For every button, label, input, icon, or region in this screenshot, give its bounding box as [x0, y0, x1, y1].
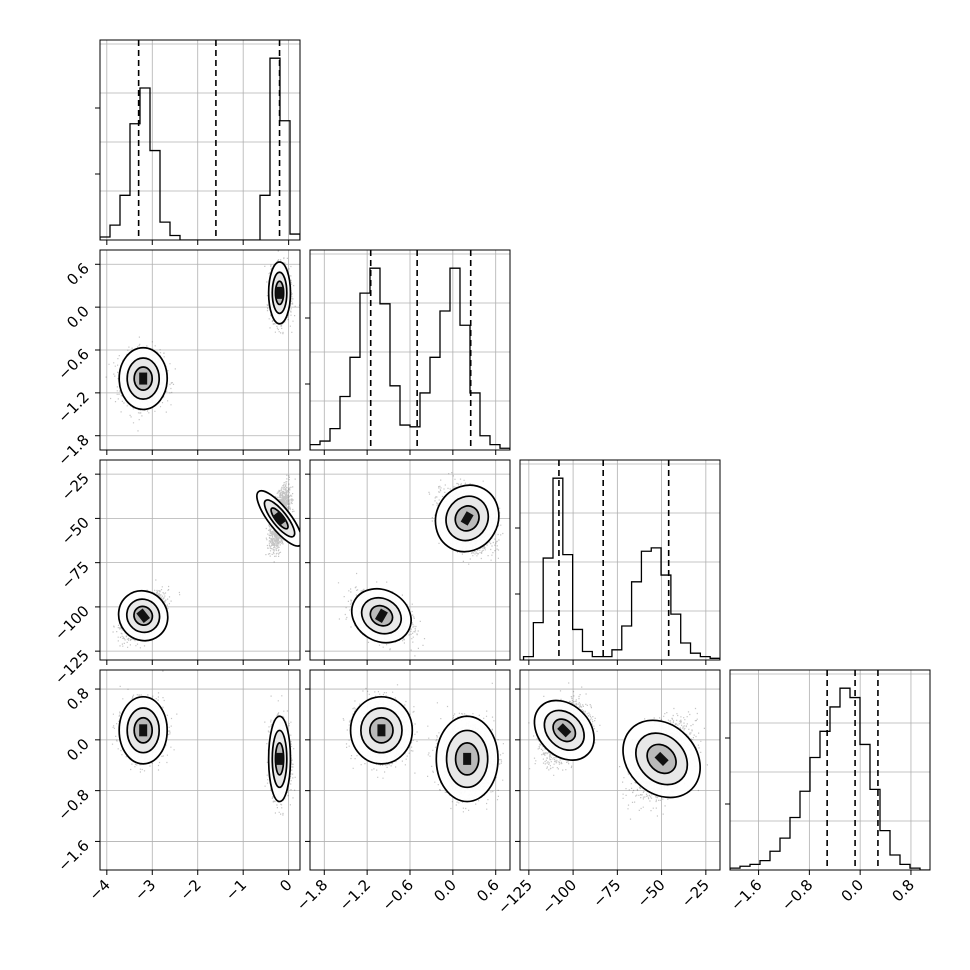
y-tick-label: −100 — [51, 602, 93, 644]
density-peak — [139, 724, 148, 737]
panel-content — [100, 670, 300, 870]
x-tick-label: 0.0 — [838, 876, 868, 906]
y-tick-label: −0.8 — [54, 786, 92, 824]
panel-p0-p1: −1.8 −1.2 −0.6 0.0 0.6 — [54, 249, 301, 469]
panel-p3-p3: −1.6 −0.8 0.0 0.8 — [725, 669, 931, 914]
y-tick-label: −75 — [58, 558, 93, 593]
y-tick-label: −0.6 — [54, 345, 92, 383]
x-tick-label: −125 — [494, 876, 536, 918]
y-tick-label: −1.6 — [54, 837, 92, 875]
x-tick-label: −1.2 — [336, 876, 374, 914]
panel-p2-p2 — [515, 459, 721, 665]
panel-frame — [99, 39, 301, 241]
x-tick-label: −0.8 — [778, 876, 816, 914]
panel-frame — [99, 459, 301, 661]
y-tick-label: 0.0 — [63, 302, 93, 332]
panel-p0-p2: −125−100 −75 −50 −25 — [51, 459, 301, 688]
panel-content — [730, 670, 930, 870]
x-tick-label: 0.0 — [430, 876, 460, 906]
y-tick-label: −50 — [58, 514, 93, 549]
panel-p1-p3: −1.8 −1.2 −0.6 0.0 0.6 — [293, 669, 511, 914]
panel-frame — [519, 669, 721, 871]
x-tick-label: −1.8 — [293, 876, 331, 914]
density-peak — [272, 511, 287, 526]
panel-content — [520, 460, 720, 660]
y-tick-label: 0.0 — [63, 735, 93, 765]
x-tick-label: 0.8 — [888, 876, 918, 906]
x-tick-label: −50 — [634, 876, 669, 911]
x-tick-label: −1 — [222, 876, 250, 904]
density-peak — [275, 286, 284, 299]
density-peak — [374, 608, 388, 623]
panel-p0-p0 — [95, 39, 301, 245]
x-tick-label: −100 — [538, 876, 580, 918]
x-tick-label: −2 — [176, 876, 204, 904]
panel-p2-p3: −125 −100 −75 −50 −25 — [494, 669, 721, 918]
x-tick-label: −4 — [86, 876, 114, 904]
y-tick-label: −125 — [51, 646, 93, 688]
y-tick-label: −1.2 — [54, 388, 92, 426]
density-peak — [275, 752, 284, 765]
panel-content — [100, 250, 300, 450]
x-tick-label: −3 — [131, 876, 159, 904]
panel-p0-p3: −4 −3 −2 −1 0 −1.6 −0.8 0.0 0.8 — [54, 669, 301, 904]
panel-frame — [99, 669, 301, 871]
panel-content — [100, 460, 300, 660]
x-tick-label: −75 — [589, 876, 624, 911]
density-peak — [136, 608, 151, 623]
y-tick-label: 0.6 — [63, 259, 93, 289]
y-tick-label: −1.8 — [54, 431, 92, 469]
panel-content — [520, 670, 720, 870]
x-tick-label: 0 — [276, 876, 295, 895]
y-tick-label: −25 — [58, 469, 93, 504]
histogram-step — [522, 477, 720, 660]
x-tick-label: −25 — [678, 876, 713, 911]
panel-content — [310, 670, 510, 870]
x-tick-label: −1.6 — [727, 876, 765, 914]
y-tick-label: 0.8 — [63, 684, 93, 714]
panel-content — [100, 40, 300, 240]
panel-content — [310, 460, 510, 660]
density-peak — [377, 724, 386, 737]
density-peak — [654, 751, 669, 766]
panel-content — [310, 250, 510, 450]
density-peak — [557, 723, 572, 738]
histogram-step — [310, 267, 510, 450]
histogram-step — [100, 57, 300, 240]
panel-p1-p1 — [305, 249, 511, 455]
histogram-step — [730, 687, 930, 870]
x-tick-label: −0.6 — [379, 876, 417, 914]
density-peak — [460, 511, 474, 526]
panel-frame — [519, 459, 721, 661]
density-peak — [139, 372, 148, 385]
density-peak — [463, 752, 472, 765]
panel-frame — [729, 669, 931, 871]
panel-p1-p2 — [305, 459, 511, 665]
